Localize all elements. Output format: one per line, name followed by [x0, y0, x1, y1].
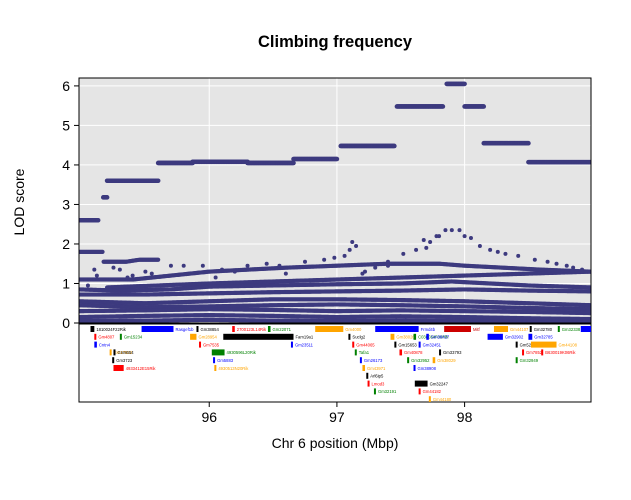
plot-background — [79, 78, 591, 323]
lod-point — [100, 249, 105, 254]
lod-point — [462, 81, 467, 87]
lod-point — [440, 104, 446, 109]
lod-point — [104, 195, 110, 200]
lod-point — [588, 269, 591, 274]
lod-point — [481, 104, 487, 109]
lod-point — [392, 143, 397, 149]
chart-title: Climbing frequency — [258, 33, 413, 51]
lod-point — [156, 257, 161, 262]
lod-point — [291, 160, 296, 166]
points-group — [79, 81, 591, 323]
lod-point — [588, 285, 591, 290]
lod-point — [334, 156, 340, 162]
lod-point — [95, 217, 101, 223]
lod-point — [588, 289, 591, 294]
lod-plot-panel — [78, 77, 592, 324]
lod-point — [155, 178, 161, 184]
